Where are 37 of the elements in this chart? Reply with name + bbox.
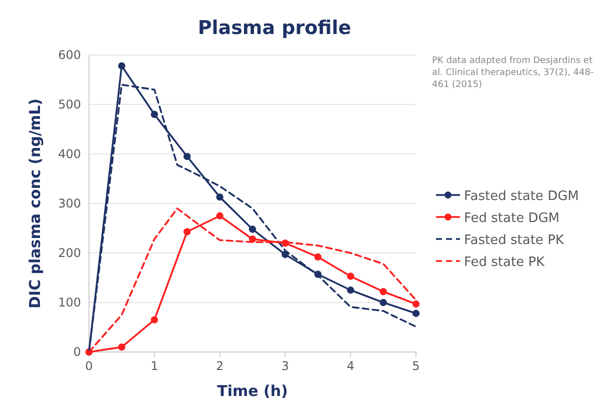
legend-label: Fasted state PK: [464, 233, 564, 248]
point: [150, 110, 158, 118]
point: [412, 310, 420, 317]
x-tick-label: 3: [281, 359, 290, 373]
point: [412, 300, 420, 308]
point: [380, 288, 387, 296]
y-tick-label: 500: [58, 98, 81, 112]
point: [347, 286, 354, 294]
x-tick-label: 0: [85, 359, 93, 373]
point: [118, 343, 126, 351]
x-tick-label: 4: [346, 359, 354, 373]
point: [248, 226, 256, 233]
x-tick-label: 1: [150, 359, 158, 373]
y-axis-title: DIC plasma conc (ng/mL): [26, 98, 44, 308]
x-tick-label: 5: [412, 359, 420, 373]
y-tick-label: 400: [58, 147, 81, 161]
point: [150, 316, 158, 324]
point: [184, 152, 191, 160]
point: [347, 272, 354, 280]
x-tick-label: 2: [216, 359, 224, 373]
y-tick-label: 200: [58, 246, 81, 260]
point: [216, 212, 224, 220]
point: [118, 62, 126, 70]
point: [184, 228, 191, 236]
point: [216, 193, 224, 201]
point: [314, 253, 322, 261]
y-tick-label: 300: [58, 196, 81, 210]
point: [380, 298, 387, 306]
y-tick-label: 0: [73, 345, 81, 359]
y-tick-label: 100: [58, 296, 81, 310]
chart-title: Plasma profile: [198, 17, 352, 39]
legend-label: Fed state PK: [464, 255, 546, 270]
x-axis-title: Time (h): [217, 382, 288, 400]
legend-label: Fed state DGM: [464, 211, 560, 226]
legend-label: Fasted state DGM: [464, 189, 579, 204]
text: PK data adapted from Desjardins et al. Clinical therapeutics, 37(2), 448-461 (2015): [432, 55, 594, 91]
y-tick-label: 600: [58, 48, 81, 62]
